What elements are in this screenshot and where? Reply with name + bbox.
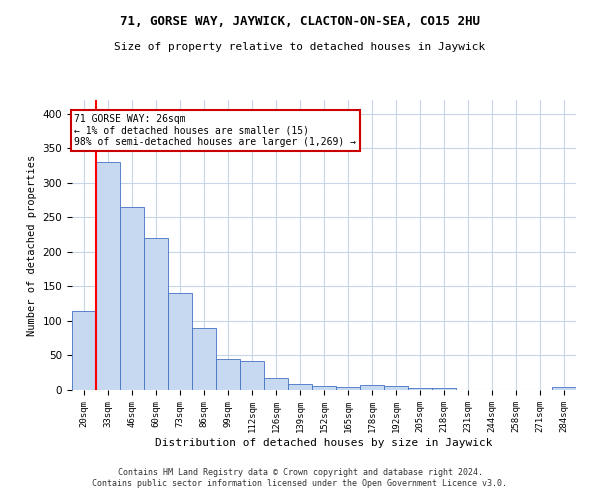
Bar	[120, 207, 144, 390]
Bar	[240, 361, 264, 390]
Bar	[192, 328, 216, 390]
X-axis label: Distribution of detached houses by size in Jaywick: Distribution of detached houses by size …	[155, 438, 493, 448]
Text: Contains HM Land Registry data © Crown copyright and database right 2024.
Contai: Contains HM Land Registry data © Crown c…	[92, 468, 508, 487]
Bar	[312, 386, 336, 390]
Text: 71 GORSE WAY: 26sqm
← 1% of detached houses are smaller (15)
98% of semi-detache: 71 GORSE WAY: 26sqm ← 1% of detached hou…	[74, 114, 356, 147]
Y-axis label: Number of detached properties: Number of detached properties	[27, 154, 37, 336]
Bar	[432, 388, 456, 390]
Bar	[288, 384, 312, 390]
Bar	[96, 162, 120, 390]
Bar	[408, 388, 432, 390]
Bar	[336, 386, 360, 390]
Bar	[144, 238, 168, 390]
Bar	[216, 359, 240, 390]
Bar	[168, 294, 192, 390]
Bar	[72, 310, 96, 390]
Bar	[264, 378, 288, 390]
Text: Size of property relative to detached houses in Jaywick: Size of property relative to detached ho…	[115, 42, 485, 52]
Bar	[384, 386, 408, 390]
Text: 71, GORSE WAY, JAYWICK, CLACTON-ON-SEA, CO15 2HU: 71, GORSE WAY, JAYWICK, CLACTON-ON-SEA, …	[120, 15, 480, 28]
Bar	[360, 385, 384, 390]
Bar	[552, 387, 576, 390]
